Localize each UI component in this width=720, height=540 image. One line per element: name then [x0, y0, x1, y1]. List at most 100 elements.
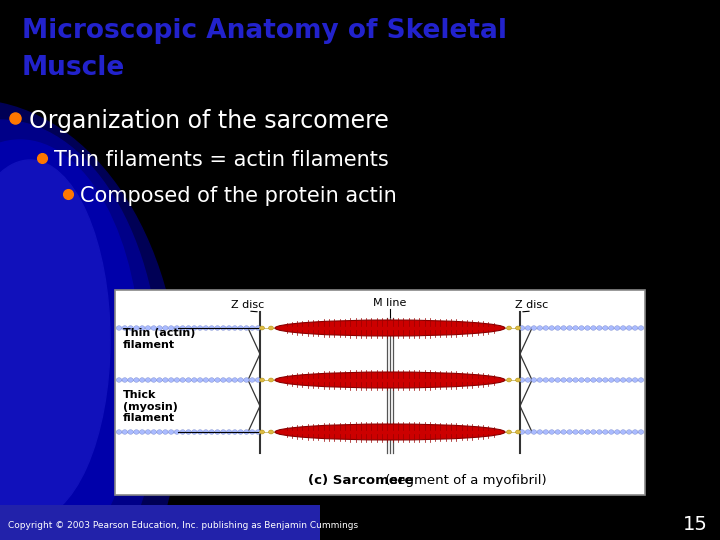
Text: Thick
(myosin)
filament: Thick (myosin) filament [123, 390, 178, 423]
Ellipse shape [638, 430, 644, 434]
Ellipse shape [277, 326, 282, 330]
Ellipse shape [0, 160, 110, 520]
Ellipse shape [122, 326, 127, 330]
Ellipse shape [163, 326, 168, 330]
Ellipse shape [531, 326, 536, 330]
Ellipse shape [567, 378, 572, 382]
Ellipse shape [203, 378, 209, 382]
Ellipse shape [590, 326, 596, 330]
Ellipse shape [597, 326, 602, 330]
Ellipse shape [638, 378, 644, 382]
Ellipse shape [275, 372, 505, 388]
Ellipse shape [197, 378, 203, 382]
Ellipse shape [243, 430, 249, 434]
Ellipse shape [519, 326, 525, 330]
Ellipse shape [549, 430, 554, 434]
Ellipse shape [549, 326, 554, 330]
Ellipse shape [275, 424, 505, 440]
Ellipse shape [203, 430, 209, 434]
Ellipse shape [555, 326, 560, 330]
Ellipse shape [215, 430, 220, 434]
Ellipse shape [537, 378, 543, 382]
Ellipse shape [209, 378, 215, 382]
Ellipse shape [209, 326, 215, 330]
Ellipse shape [561, 430, 567, 434]
Ellipse shape [543, 378, 549, 382]
Ellipse shape [506, 378, 511, 382]
Ellipse shape [238, 378, 243, 382]
Ellipse shape [249, 326, 255, 330]
Ellipse shape [516, 430, 521, 434]
Ellipse shape [180, 326, 186, 330]
Ellipse shape [614, 378, 620, 382]
Ellipse shape [140, 430, 145, 434]
Ellipse shape [122, 378, 127, 382]
Ellipse shape [116, 378, 122, 382]
Ellipse shape [215, 378, 220, 382]
Ellipse shape [525, 378, 531, 382]
Ellipse shape [549, 378, 554, 382]
Ellipse shape [579, 326, 584, 330]
Ellipse shape [243, 326, 249, 330]
Ellipse shape [498, 378, 503, 382]
Text: Muscle: Muscle [22, 55, 125, 81]
Ellipse shape [561, 378, 567, 382]
Ellipse shape [259, 326, 264, 330]
Bar [0, 505, 320, 540]
Ellipse shape [186, 326, 192, 330]
Ellipse shape [531, 378, 536, 382]
Ellipse shape [128, 326, 133, 330]
Ellipse shape [145, 326, 150, 330]
Ellipse shape [220, 378, 226, 382]
Bar [115, 290, 645, 495]
Ellipse shape [168, 378, 174, 382]
Ellipse shape [573, 326, 578, 330]
Ellipse shape [543, 326, 549, 330]
Ellipse shape [151, 430, 156, 434]
Ellipse shape [275, 320, 505, 336]
Ellipse shape [157, 378, 162, 382]
Ellipse shape [537, 430, 543, 434]
Text: Composed of the protein actin: Composed of the protein actin [80, 186, 397, 206]
Ellipse shape [256, 430, 261, 434]
Ellipse shape [537, 326, 543, 330]
Ellipse shape [238, 430, 243, 434]
Ellipse shape [249, 378, 255, 382]
Ellipse shape [259, 378, 264, 382]
Ellipse shape [269, 378, 274, 382]
Ellipse shape [567, 430, 572, 434]
Ellipse shape [621, 326, 626, 330]
Ellipse shape [157, 430, 162, 434]
Ellipse shape [209, 430, 215, 434]
Ellipse shape [516, 326, 521, 330]
Ellipse shape [597, 430, 602, 434]
Ellipse shape [525, 430, 531, 434]
Ellipse shape [226, 378, 232, 382]
Ellipse shape [0, 100, 180, 540]
Ellipse shape [519, 378, 525, 382]
Ellipse shape [498, 430, 503, 434]
Ellipse shape [269, 326, 274, 330]
Ellipse shape [573, 378, 578, 382]
Ellipse shape [168, 430, 174, 434]
Ellipse shape [585, 378, 590, 382]
Ellipse shape [203, 326, 209, 330]
Ellipse shape [157, 326, 162, 330]
Ellipse shape [626, 378, 632, 382]
Ellipse shape [567, 326, 572, 330]
Ellipse shape [186, 378, 192, 382]
Ellipse shape [151, 326, 156, 330]
Ellipse shape [506, 326, 511, 330]
Ellipse shape [226, 430, 232, 434]
Ellipse shape [621, 378, 626, 382]
Ellipse shape [256, 378, 261, 382]
Ellipse shape [585, 430, 590, 434]
Ellipse shape [116, 430, 122, 434]
Ellipse shape [531, 430, 536, 434]
Text: Thin filaments = actin filaments: Thin filaments = actin filaments [54, 150, 389, 170]
Ellipse shape [585, 326, 590, 330]
Ellipse shape [163, 430, 168, 434]
Ellipse shape [174, 326, 180, 330]
Ellipse shape [220, 430, 226, 434]
Text: Z disc: Z disc [516, 300, 549, 310]
